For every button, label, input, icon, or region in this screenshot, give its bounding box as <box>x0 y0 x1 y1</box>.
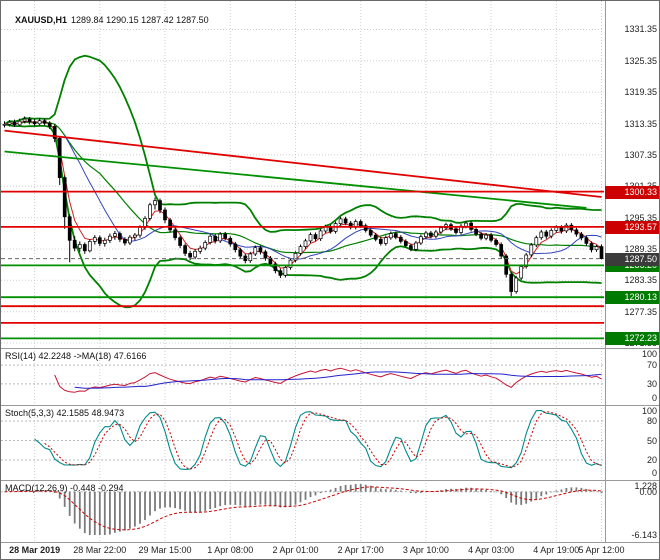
macd-chart-canvas[interactable] <box>1 480 660 542</box>
price-axis-label: 1319.35 <box>624 87 657 98</box>
time-axis-label: 2 Apr 17:00 <box>337 545 384 555</box>
price-axis-label: 1289.35 <box>624 243 657 254</box>
panel-divider-stoch[interactable] <box>1 405 659 406</box>
symbol-timeframe-label: XAUUSD,H1 <box>15 15 68 25</box>
price-badge: 1272.23 <box>605 332 659 346</box>
panel-divider-rsi[interactable] <box>1 348 659 349</box>
time-axis-label: 4 Apr 19:00 <box>533 545 580 555</box>
stoch-chart-canvas[interactable] <box>1 405 660 480</box>
stoch-scale-label: 100 <box>641 406 657 416</box>
stoch-scale-label: 20 <box>646 455 657 465</box>
time-axis-divider <box>1 542 659 543</box>
macd-scale-label: -6.143 <box>631 530 657 540</box>
price-axis-label: 1325.35 <box>624 55 657 66</box>
rsi-chart-canvas[interactable] <box>1 348 660 405</box>
price-axis-label: 1295.35 <box>624 212 657 223</box>
macd-scale-label: 1.228 <box>634 481 657 491</box>
time-axis-label: 2 Apr 01:00 <box>272 545 319 555</box>
rsi-scale-label: 30 <box>646 378 657 389</box>
price-badge: 1280.13 <box>605 291 659 305</box>
time-axis-label: 5 Apr 12:00 <box>578 545 625 555</box>
rsi-scale-label: 70 <box>646 360 657 371</box>
price-badge: 1287.50 <box>605 252 659 266</box>
panel-divider-macd[interactable] <box>1 480 659 481</box>
price-axis-label: 1277.35 <box>624 306 657 317</box>
time-axis-label: 28 Mar 22:00 <box>73 545 127 555</box>
rsi-scale-label: 0 <box>651 393 657 403</box>
price-axis-label: 1331.35 <box>624 24 657 35</box>
time-axis-label: 28 Mar 2019 <box>9 545 61 555</box>
rsi-indicator-title: RSI(14) 42.2248 ->MA(18) 47.6166 <box>5 351 147 361</box>
macd-scale-label: 0.00 <box>639 486 657 497</box>
main-chart-canvas[interactable] <box>1 1 660 348</box>
time-axis-label: 3 Apr 10:00 <box>402 545 449 555</box>
price-axis-label: 1283.35 <box>624 275 657 286</box>
time-axis-label: 1 Apr 08:00 <box>207 545 254 555</box>
time-axis-label: 29 Mar 15:00 <box>138 545 192 555</box>
stoch-scale-label: 80 <box>646 416 657 426</box>
price-axis-label: 1313.35 <box>624 118 657 129</box>
price-axis-label: 1307.35 <box>624 149 657 160</box>
time-axis-label: 4 Apr 03:00 <box>468 545 515 555</box>
price-badge: 1293.57 <box>605 220 659 234</box>
macd-indicator-title: MACD(12,26,9) -0.448 -0.294 <box>5 483 124 493</box>
price-badge: 1300.33 <box>605 185 659 199</box>
ohlc-readout: 1289.84 1290.15 1287.42 1287.50 <box>71 15 209 25</box>
rsi-scale-label: 100 <box>641 349 657 359</box>
stoch-indicator-title: Stoch(5,3,3) 42.1585 48.9473 <box>5 408 125 418</box>
chart-title: XAUUSD,H1 1289.84 1290.15 1287.42 1287.50 <box>5 5 209 35</box>
stoch-scale-label: 0 <box>651 468 657 478</box>
stoch-scale-label: 50 <box>646 435 657 446</box>
